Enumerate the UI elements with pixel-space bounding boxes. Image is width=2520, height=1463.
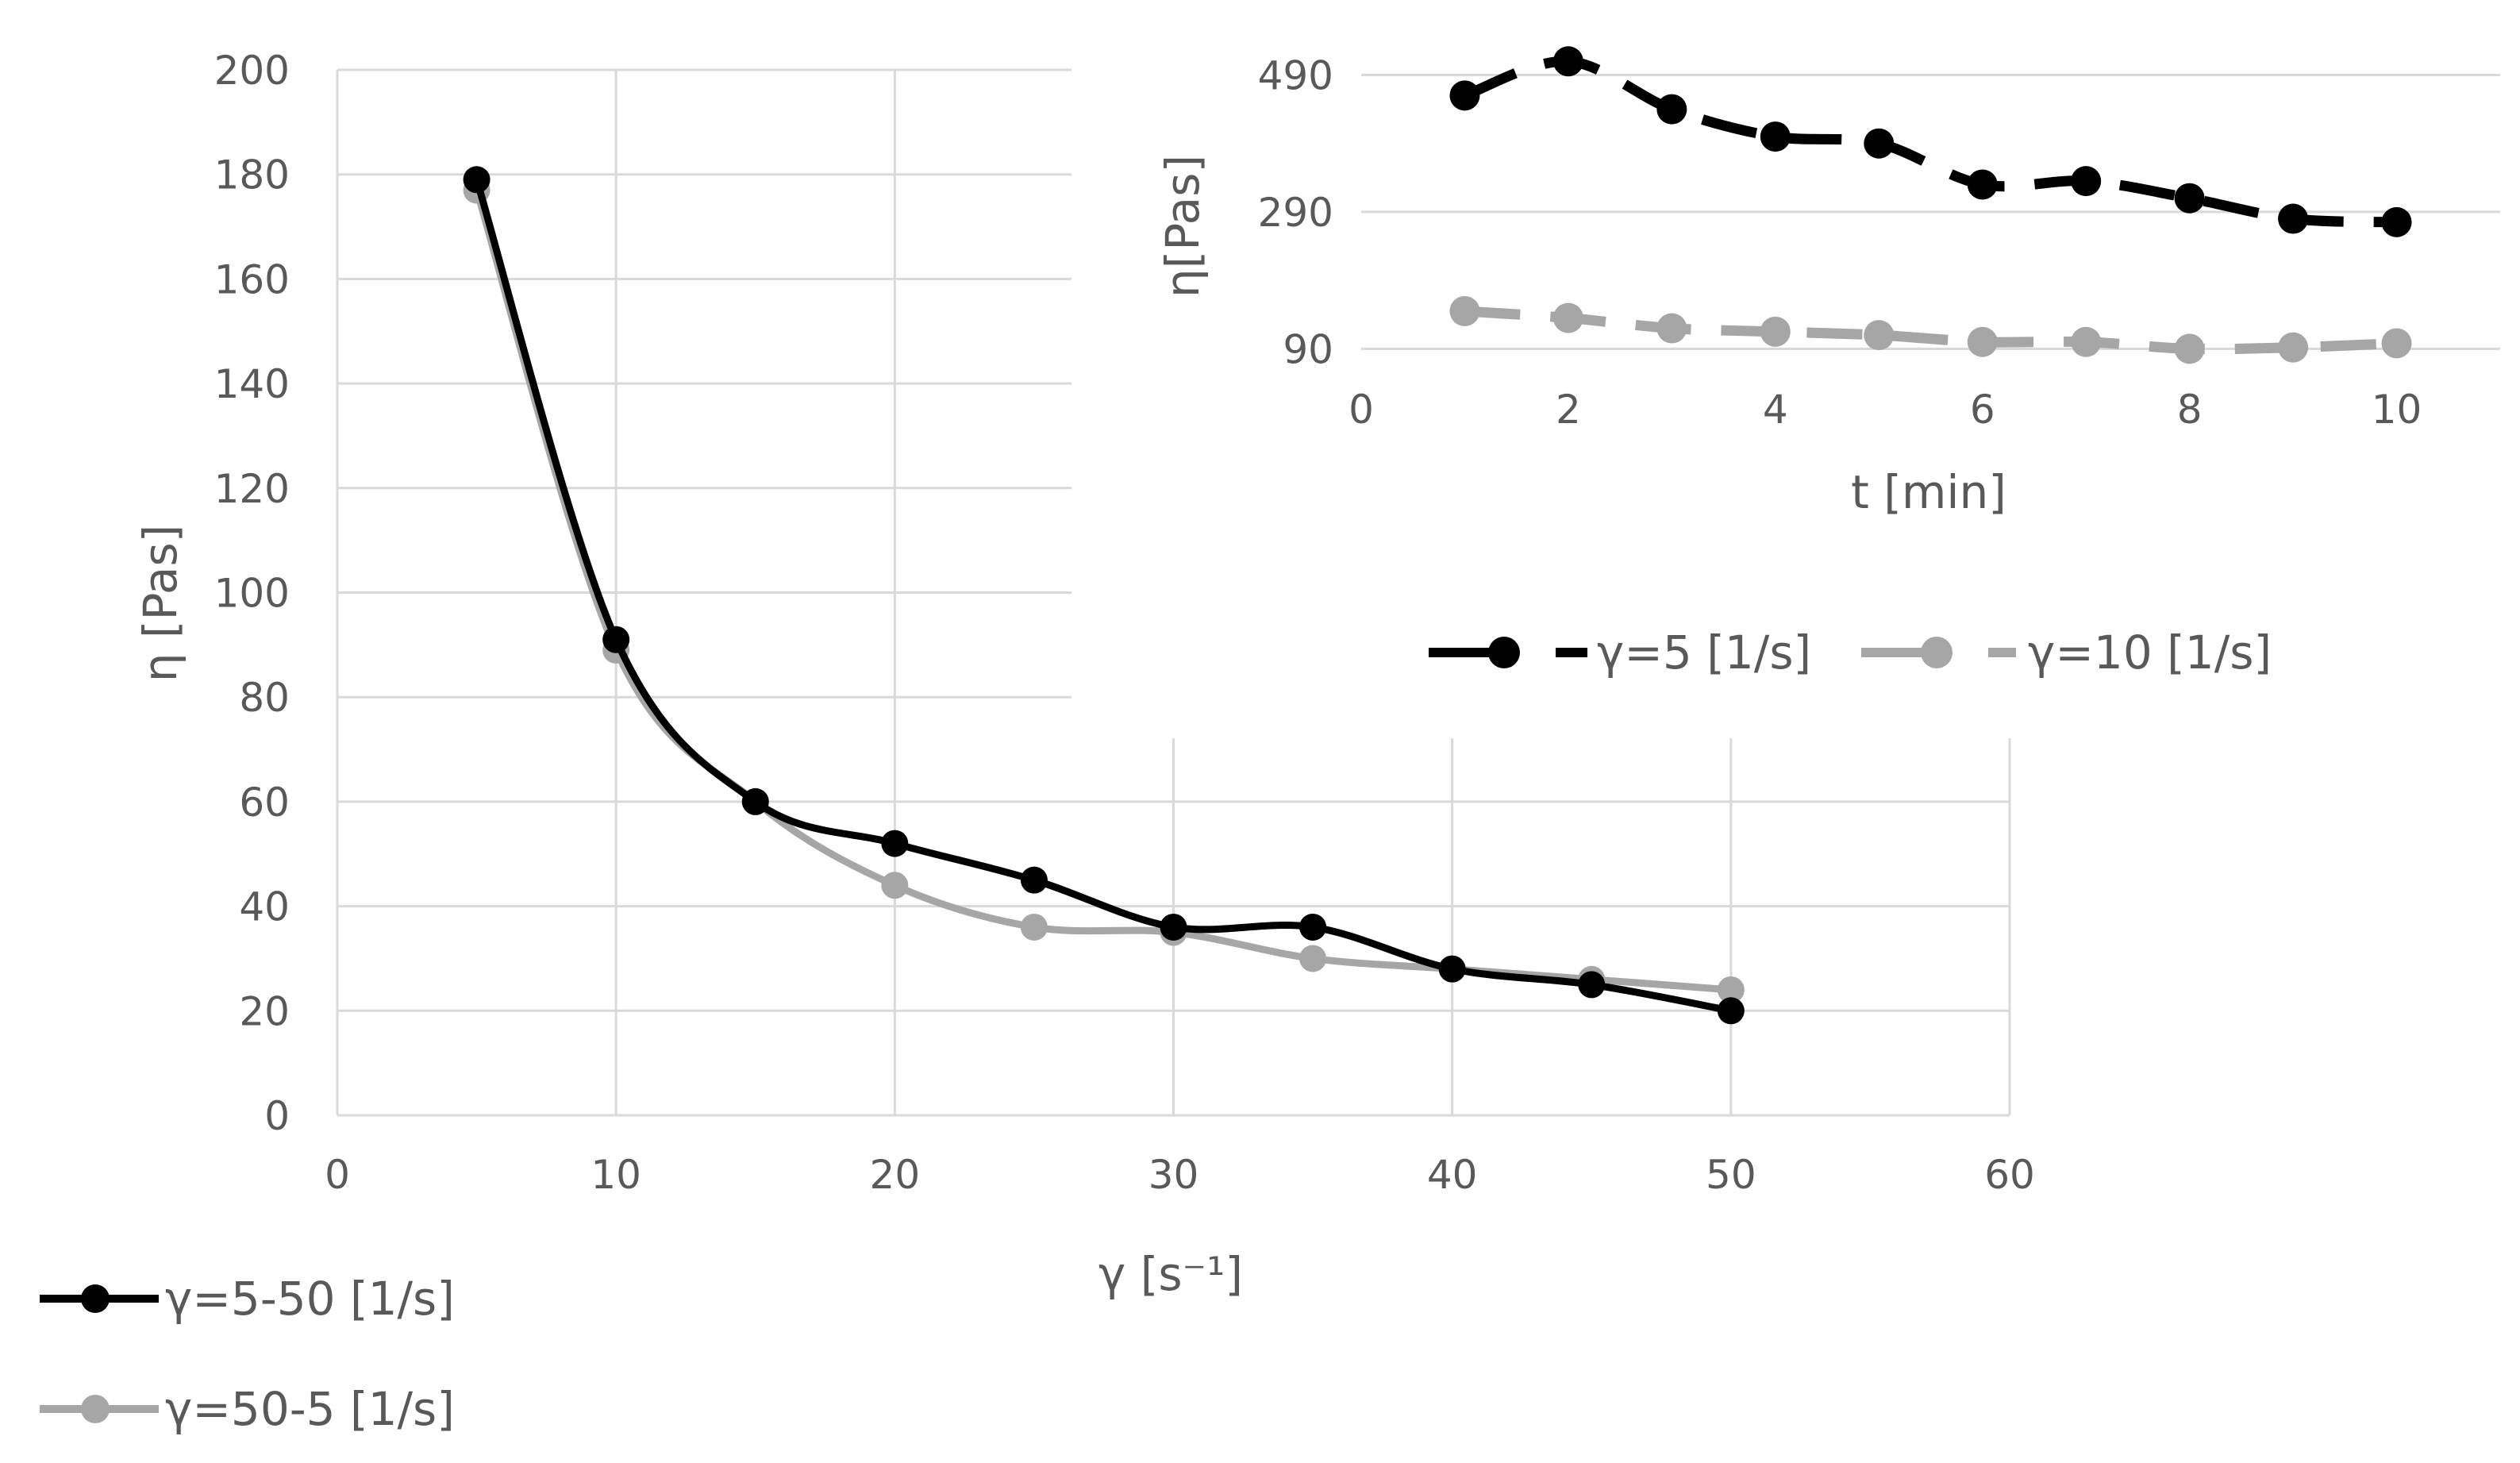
inset-y-tick-label: 290 bbox=[1258, 190, 1333, 236]
main-series-1-point bbox=[602, 626, 630, 653]
inset-gridlines bbox=[1361, 73, 2500, 350]
inset-background bbox=[1071, 48, 2520, 738]
main-series-1-point bbox=[741, 787, 769, 815]
inset-series-1-point bbox=[2381, 206, 2412, 237]
main-series-layer bbox=[463, 166, 1745, 1025]
main-y-axis-title: η [Pas] bbox=[133, 525, 187, 683]
main-series-2-point bbox=[1020, 913, 1048, 941]
main-y-tick-label: 80 bbox=[239, 675, 290, 721]
legend-item-series-1[interactable]: γ=5-50 [1/s] bbox=[40, 1272, 455, 1326]
main-x-axis-title: γ [s⁻¹] bbox=[1098, 1247, 1243, 1301]
main-y-tick-label: 20 bbox=[239, 988, 290, 1034]
inset-series-1-point bbox=[1967, 169, 1998, 200]
main-legend: γ=5-50 [1/s] γ=50-5 [1/s] bbox=[40, 1272, 455, 1436]
inset-series-layer bbox=[1449, 46, 2412, 364]
main-series-1-point bbox=[1020, 866, 1048, 894]
main-series-1-point bbox=[1438, 955, 1466, 983]
inset-legend-label-gamma-10: γ=10 [1/s] bbox=[2028, 626, 2272, 680]
main-y-tick-label: 120 bbox=[214, 466, 290, 512]
inset-series-line-1 bbox=[1463, 56, 2397, 228]
main-series-2-point bbox=[1717, 976, 1745, 1003]
inset-series-2-point bbox=[1864, 320, 1895, 351]
inset-series-2-point bbox=[2381, 328, 2412, 359]
inset-series-2-point bbox=[2174, 333, 2205, 364]
main-y-tick-label: 40 bbox=[239, 884, 290, 930]
inset-series-1-point bbox=[1656, 94, 1687, 125]
inset-x-tick-label: 8 bbox=[2177, 387, 2203, 433]
main-x-tick-label: 40 bbox=[1427, 1152, 1478, 1198]
main-x-tick-label: 10 bbox=[591, 1152, 641, 1198]
inset-series-2-point bbox=[2071, 326, 2102, 357]
inset-legend-label-gamma-5: γ=5 [1/s] bbox=[1597, 626, 1811, 680]
inset-y-tick-label: 90 bbox=[1283, 326, 1333, 372]
inset-series-1-point bbox=[2278, 203, 2309, 234]
inset-x-tick-label: 6 bbox=[1970, 387, 1995, 433]
legend-label-series-1: γ=5-50 [1/s] bbox=[165, 1272, 455, 1326]
inset-x-tick-label: 2 bbox=[1556, 387, 1581, 433]
inset-series-2-point bbox=[1449, 295, 1480, 326]
inset-backdrop bbox=[1071, 48, 2520, 738]
inset-series-2-point bbox=[2278, 332, 2309, 363]
inset-legend-item-gamma-10[interactable]: γ=10 [1/s] bbox=[1861, 626, 2272, 680]
inset-series-1-point bbox=[1760, 121, 1791, 152]
inset-x-tick-label: 0 bbox=[1348, 387, 1374, 433]
main-series-1-point bbox=[1299, 913, 1327, 941]
main-x-tick-label: 50 bbox=[1706, 1152, 1756, 1198]
main-x-tick-label: 60 bbox=[1984, 1152, 2035, 1198]
main-series-1-point bbox=[1578, 971, 1606, 999]
main-series-1-point bbox=[1160, 913, 1187, 941]
main-series-1-point bbox=[1717, 997, 1745, 1025]
legend-label-series-2: γ=50-5 [1/s] bbox=[165, 1382, 455, 1436]
legend-item-series-2[interactable]: γ=50-5 [1/s] bbox=[40, 1382, 455, 1436]
main-y-tick-label: 0 bbox=[264, 1093, 290, 1139]
inset-series-1-point bbox=[2071, 166, 2102, 197]
inset-series-1-point bbox=[1449, 80, 1480, 111]
main-y-tick-label: 140 bbox=[214, 361, 290, 407]
inset-legend: γ=5 [1/s] γ=10 [1/s] bbox=[1429, 626, 2272, 680]
main-y-tick-label: 100 bbox=[214, 571, 290, 617]
main-x-tick-label: 0 bbox=[325, 1152, 350, 1198]
main-x-tick-label: 30 bbox=[1148, 1152, 1199, 1198]
main-series-2-point bbox=[1299, 945, 1327, 972]
inset-series-1-point bbox=[2174, 183, 2205, 214]
main-y-tick-label: 180 bbox=[214, 152, 290, 198]
inset-series-line-2 bbox=[1464, 306, 2397, 355]
inset-y-axis-title: η[Pas] bbox=[1156, 155, 1210, 298]
main-series-2-point bbox=[881, 872, 909, 899]
inset-tick-labels: 90 290 490 0 2 4 6 8 10 bbox=[1258, 52, 2422, 433]
inset-series-2-point bbox=[1656, 313, 1687, 344]
main-y-tick-label: 200 bbox=[214, 48, 290, 94]
main-x-tick-label: 20 bbox=[870, 1152, 921, 1198]
inset-series-1-point bbox=[1864, 128, 1895, 159]
inset-x-tick-label: 10 bbox=[2372, 387, 2422, 433]
main-y-tick-label: 60 bbox=[239, 780, 290, 826]
main-y-tick-label: 160 bbox=[214, 256, 290, 302]
inset-x-tick-label: 4 bbox=[1763, 387, 1788, 433]
inset-y-tick-label: 490 bbox=[1258, 52, 1333, 98]
inset-series-2-point bbox=[1760, 316, 1791, 347]
inset-x-axis-title: t [min] bbox=[1851, 465, 2006, 519]
main-series-1-point bbox=[881, 830, 909, 857]
main-series-1-point bbox=[463, 166, 491, 194]
inset-series-1-point bbox=[1552, 46, 1583, 77]
inset-series-2-point bbox=[1552, 302, 1583, 333]
inset-legend-item-gamma-5[interactable]: γ=5 [1/s] bbox=[1429, 626, 1811, 680]
inset-series-2-point bbox=[1967, 326, 1998, 357]
